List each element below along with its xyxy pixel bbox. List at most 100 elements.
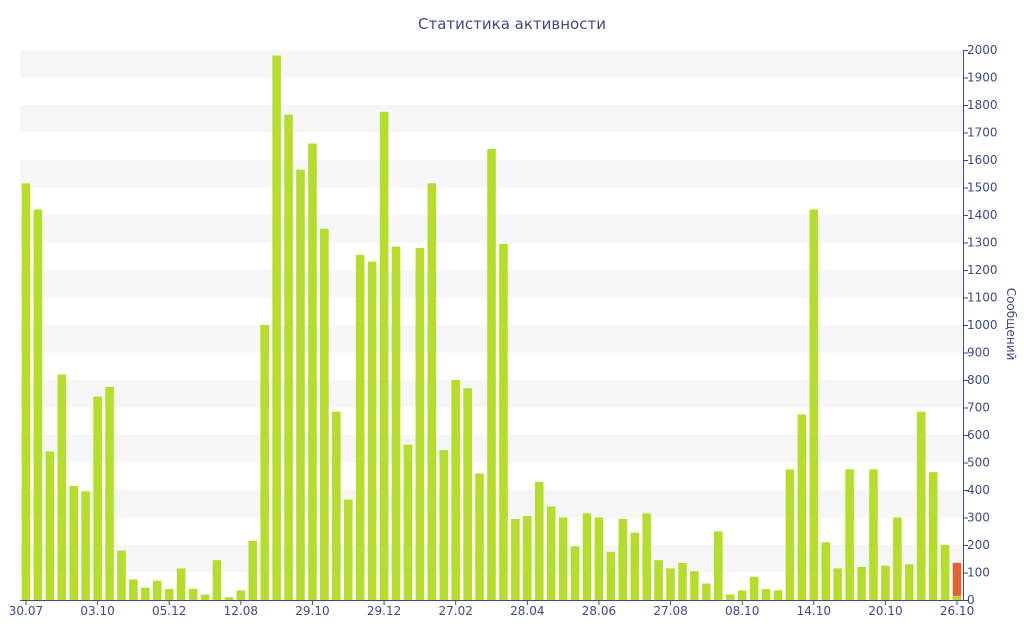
x-tick-label: 12.08 [224, 604, 258, 618]
y-tick-label: 2000 [967, 43, 998, 57]
x-tick-label: 05.12 [152, 604, 186, 618]
y-tick-label: 1200 [967, 263, 998, 277]
bar [618, 518, 628, 600]
y-tick-label: 1600 [967, 153, 998, 167]
bar [224, 597, 234, 600]
bar [141, 587, 150, 600]
y-tick-label: 300 [967, 511, 990, 525]
bar [737, 590, 747, 600]
bar [845, 469, 854, 600]
y-tick-label: 1700 [967, 126, 998, 140]
bar [809, 209, 819, 600]
y-tick-label: 1500 [967, 181, 998, 195]
bar [761, 589, 771, 600]
bar [463, 388, 472, 600]
y-tick-label: 600 [967, 428, 990, 442]
bar [200, 594, 210, 600]
bar-highlight [952, 562, 962, 600]
bar [654, 560, 663, 600]
bar [642, 513, 651, 600]
bar [678, 562, 687, 600]
bar [666, 568, 675, 600]
bar [893, 517, 902, 600]
bar [570, 546, 580, 600]
bar [260, 325, 269, 600]
bar [511, 518, 520, 600]
x-tick-label: 28.04 [510, 604, 544, 618]
grid-band [20, 50, 963, 78]
bar [523, 516, 532, 600]
bar [320, 228, 329, 600]
bar [881, 565, 890, 600]
bar [105, 386, 114, 600]
bar [236, 590, 246, 600]
bar [188, 589, 198, 600]
bar [81, 491, 90, 600]
bar [594, 517, 604, 600]
bar [630, 532, 640, 600]
bar [940, 545, 950, 600]
bar [833, 568, 842, 600]
bar [332, 411, 341, 600]
bar [904, 564, 914, 600]
y-tick-label: 1100 [967, 291, 998, 305]
x-tick-label: 14.10 [797, 604, 831, 618]
x-tick-label: 27.08 [653, 604, 687, 618]
bar [176, 568, 186, 600]
bar [702, 583, 711, 600]
x-tick-label: 03.10 [80, 604, 114, 618]
bar [690, 571, 699, 600]
bar [33, 209, 43, 600]
bar [69, 485, 79, 600]
bar [869, 469, 878, 600]
bar [916, 411, 926, 600]
y-tick-label: 200 [967, 538, 990, 552]
y-tick-label: 700 [967, 401, 990, 415]
bar [93, 396, 102, 600]
bar [296, 169, 305, 600]
bar [272, 55, 281, 600]
bar [403, 444, 413, 600]
x-tick-label: 20.10 [868, 604, 902, 618]
bar [546, 506, 556, 600]
bar [367, 261, 377, 600]
bar [439, 450, 449, 600]
bar [558, 517, 568, 600]
y-tick-label: 400 [967, 483, 990, 497]
bar [343, 499, 353, 600]
y-tick-label: 1400 [967, 208, 998, 222]
y-tick-label: 0 [967, 593, 975, 607]
bar [928, 472, 938, 600]
bar [355, 254, 365, 600]
x-tick-label: 29.10 [295, 604, 329, 618]
bar [379, 111, 389, 600]
bar [606, 551, 616, 600]
bar [475, 473, 484, 600]
y-axis-label: Сообщений [1004, 288, 1018, 361]
bar [725, 594, 735, 600]
bar [164, 589, 174, 600]
bar [391, 246, 401, 600]
bar [499, 243, 508, 600]
bar [857, 567, 866, 600]
bar [308, 143, 317, 600]
bar [284, 114, 293, 600]
grid-band [20, 105, 963, 133]
bar [212, 560, 222, 600]
bar [248, 540, 258, 600]
bar [821, 542, 831, 600]
bar [152, 580, 162, 600]
bar [534, 481, 544, 600]
bar [749, 576, 759, 600]
bar [451, 380, 460, 600]
y-tick-label: 100 [967, 566, 990, 580]
y-tick-label: 1300 [967, 236, 998, 250]
bar [129, 579, 138, 600]
bar [117, 550, 126, 600]
bar [427, 183, 437, 600]
y-tick-label: 500 [967, 456, 990, 470]
chart-title: Статистика активности [418, 15, 606, 33]
bar [487, 149, 496, 600]
